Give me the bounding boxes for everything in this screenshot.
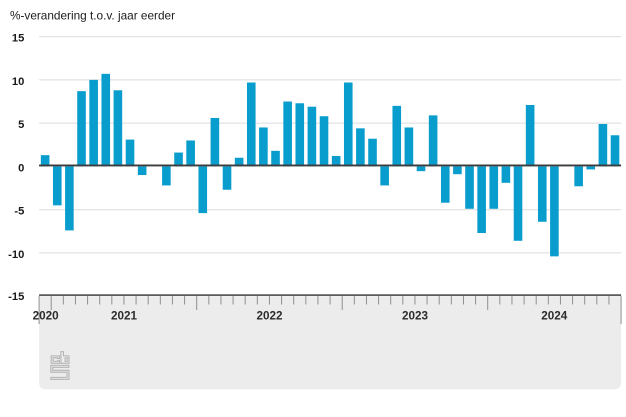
- svg-text:2021: 2021: [111, 309, 138, 322]
- svg-text:-10: -10: [8, 249, 24, 261]
- svg-text:15: 15: [12, 33, 24, 45]
- svg-text:2022: 2022: [256, 309, 283, 322]
- svg-text:5: 5: [18, 119, 24, 131]
- svg-text:2024: 2024: [541, 309, 568, 322]
- svg-text:-5: -5: [14, 206, 24, 218]
- svg-text:2023: 2023: [402, 309, 429, 322]
- svg-text:-15: -15: [8, 291, 24, 303]
- svg-text:10: 10: [12, 76, 24, 88]
- svg-text:%-verandering t.o.v. jaar eerd: %-verandering t.o.v. jaar eerder: [10, 9, 175, 23]
- svg-text:0: 0: [18, 162, 24, 174]
- svg-text:2020: 2020: [33, 309, 60, 322]
